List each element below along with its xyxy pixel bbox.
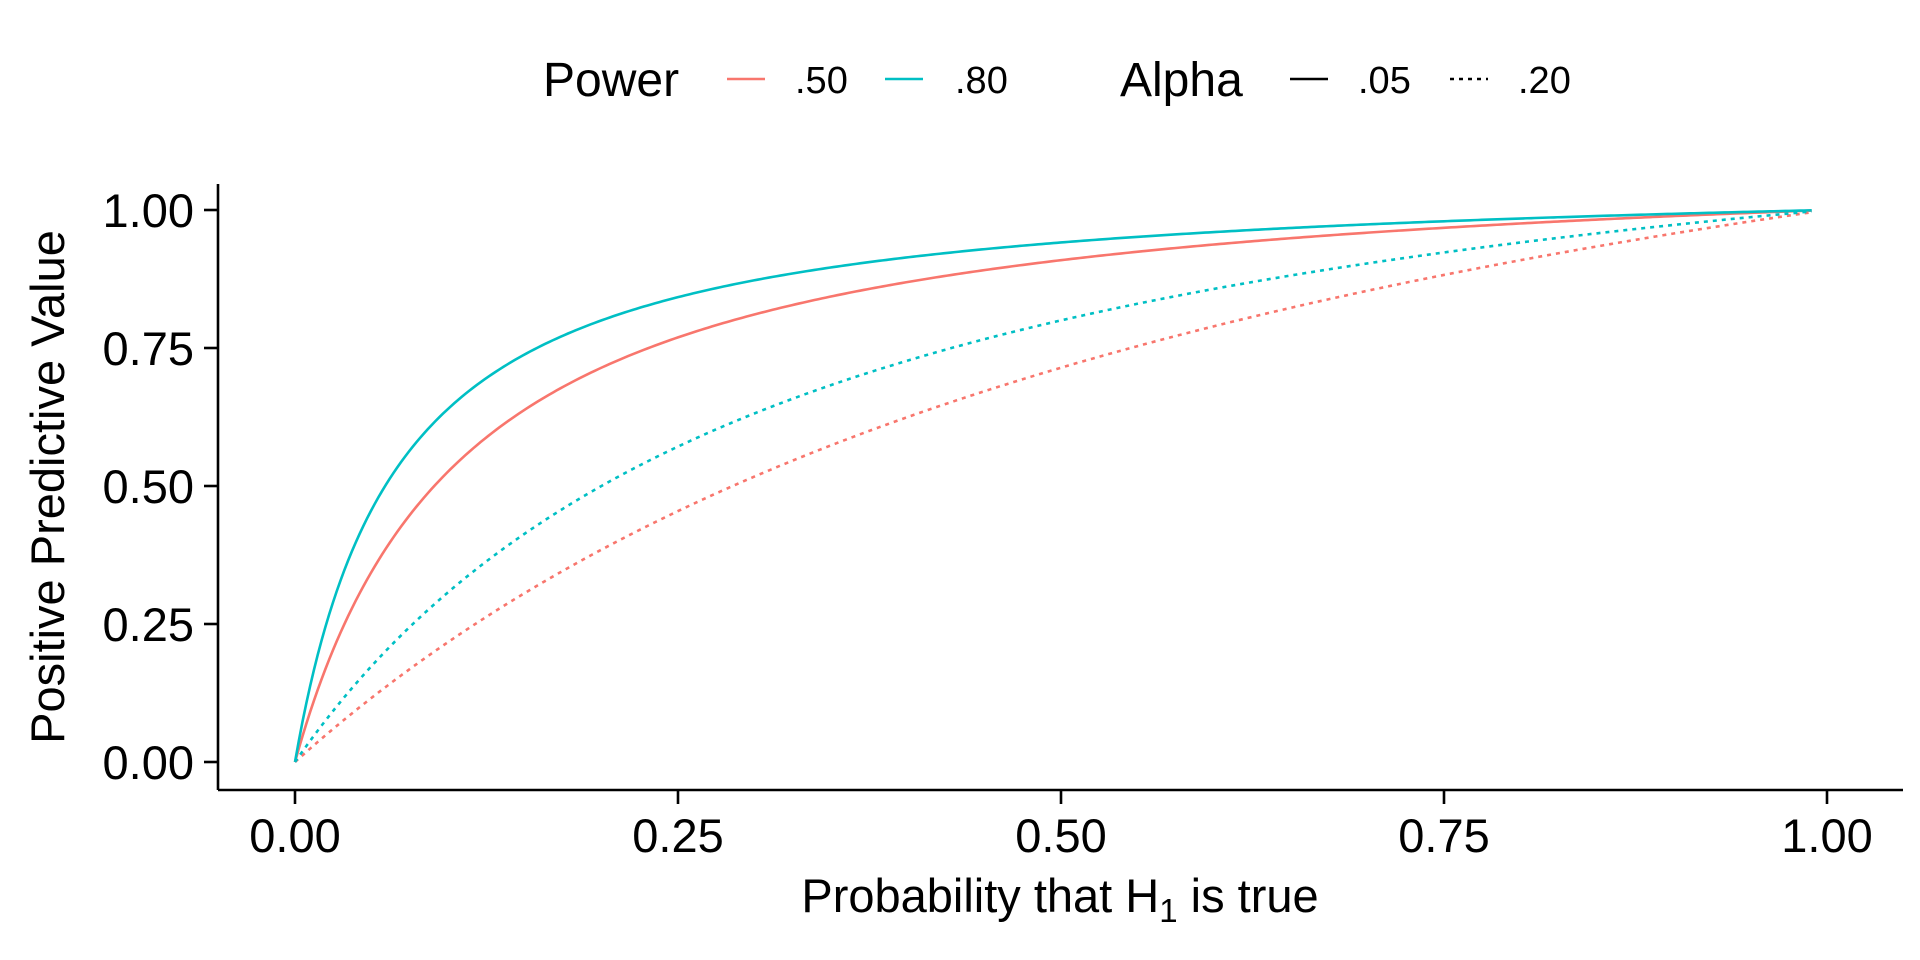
y-axis-ticks: 0.00 0.25 0.50 0.75 1.00: [103, 184, 218, 789]
y-tick-label: 0.00: [103, 736, 194, 789]
series-line-power-08-alpha-005: [293, 209, 1812, 763]
y-axis-title: Positive Predictive Value: [21, 230, 74, 744]
x-tick-label: 0.50: [1015, 809, 1106, 862]
legend-label-power-50: .50: [795, 60, 848, 102]
legend-linetype-title: Alpha: [1120, 54, 1243, 107]
series-line-power-05-alpha-005: [293, 209, 1812, 763]
x-tick-label: 0.00: [249, 809, 340, 862]
x-tick-label: 1.00: [1781, 809, 1872, 862]
legend-label-alpha-05: .05: [1358, 60, 1411, 102]
series-lines: [293, 209, 1812, 763]
x-axis-title-main: Probability that H: [801, 869, 1159, 922]
y-tick-label: 0.75: [103, 322, 194, 375]
x-tick-label: 0.25: [632, 809, 723, 862]
legend-label-alpha-20: .20: [1518, 60, 1571, 102]
series-line-power-05-alpha-02: [294, 210, 1812, 763]
x-axis-title-suffix: is true: [1178, 869, 1319, 922]
series-line-power-08-alpha-02: [293, 210, 1812, 763]
x-axis-title: Probability that H1 is true: [801, 869, 1318, 929]
y-tick-label: 0.50: [103, 460, 194, 513]
x-axis-title-subscript: 1: [1159, 892, 1177, 929]
legend-color-title: Power: [543, 54, 679, 107]
x-tick-label: 0.75: [1398, 809, 1489, 862]
x-axis-ticks: 0.00 0.25 0.50 0.75 1.00: [249, 790, 1873, 862]
legend: Power .50 .80 Alpha .05 .20: [543, 54, 1571, 107]
legend-label-power-80: .80: [955, 60, 1008, 102]
y-tick-label: 0.25: [103, 598, 194, 651]
y-tick-label: 1.00: [103, 184, 194, 237]
